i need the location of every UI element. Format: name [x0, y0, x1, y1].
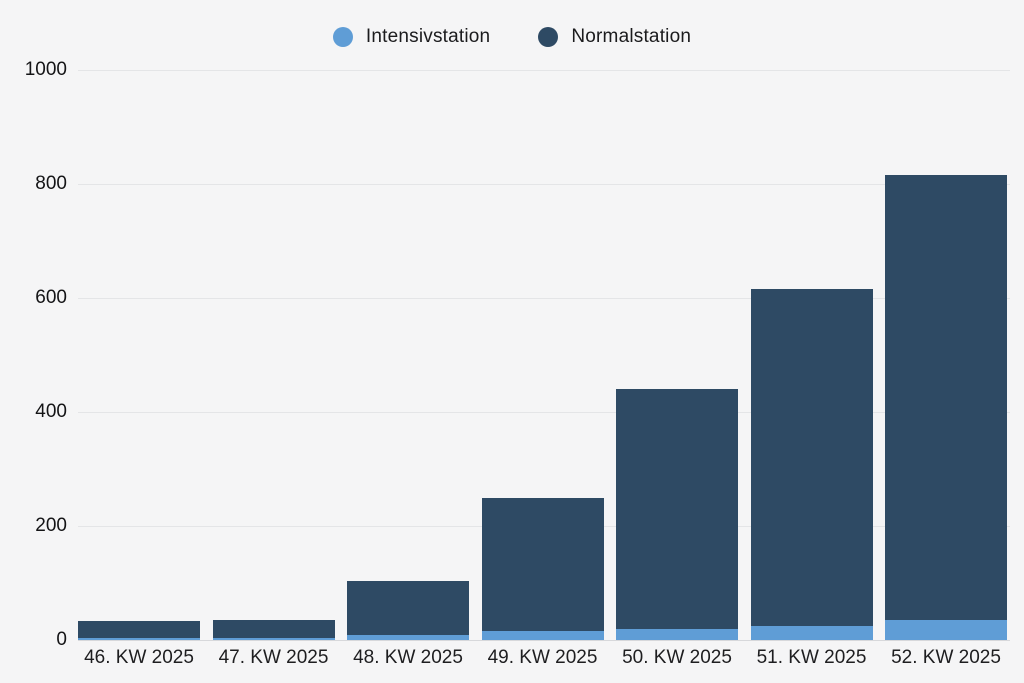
bar-segment-intensivstation-46-kw-2025[interactable] — [78, 638, 200, 640]
bar-segment-normalstation-51-kw-2025[interactable] — [750, 289, 873, 626]
bar-segment-normalstation-46-kw-2025[interactable] — [78, 621, 200, 639]
bar-49-kw-2025[interactable] — [481, 497, 604, 640]
legend-label-intensivstation: Intensivstation — [365, 26, 491, 47]
bar-segment-normalstation-49-kw-2025[interactable] — [481, 497, 604, 632]
legend-label-normalstation: Normalstation — [571, 26, 692, 47]
bar-segment-intensivstation-52-kw-2025[interactable] — [885, 620, 1007, 640]
x-tick-label-49-kw-2025: 49. KW 2025 — [487, 647, 598, 668]
x-tick-label-52-kw-2025: 52. KW 2025 — [891, 647, 1001, 668]
y-tick-label-0: 0 — [56, 629, 67, 650]
gridline-0 — [78, 639, 1010, 641]
y-tick-label-200: 200 — [35, 515, 67, 536]
bar-segment-normalstation-47-kw-2025[interactable] — [212, 619, 335, 638]
bar-segment-intensivstation-49-kw-2025[interactable] — [481, 631, 604, 640]
y-tick-label-1000: 1000 — [24, 59, 67, 80]
y-tick-label-400: 400 — [35, 401, 67, 422]
bar-47-kw-2025[interactable] — [212, 619, 335, 640]
bar-46-kw-2025[interactable] — [78, 621, 200, 640]
gridline-1000 — [78, 69, 1010, 71]
x-tick-label-46-kw-2025: 46. KW 2025 — [84, 647, 194, 668]
x-tick-label-48-kw-2025: 48. KW 2025 — [353, 647, 463, 668]
bar-48-kw-2025[interactable] — [347, 580, 469, 640]
legend-item-normalstation[interactable]: Normalstation — [538, 26, 691, 48]
bar-segment-normalstation-50-kw-2025[interactable] — [616, 389, 738, 629]
bar-segment-intensivstation-51-kw-2025[interactable] — [750, 625, 873, 640]
bar-segment-intensivstation-47-kw-2025[interactable] — [212, 637, 335, 640]
plot-area: 46. KW 2025 47. KW 2025 48. KW 2025 49. KW … — [25, 59, 1010, 668]
legend-item-intensivstation[interactable]: Intensivstation — [332, 26, 491, 48]
bar-52-kw-2025[interactable] — [885, 175, 1007, 640]
x-tick-label-51-kw-2025: 51. KW 2025 — [756, 647, 867, 668]
gridline-800 — [78, 183, 1010, 185]
bar-segment-normalstation-52-kw-2025[interactable] — [885, 175, 1007, 621]
legend-dot-normalstation-icon — [538, 27, 559, 47]
y-tick-label-800: 800 — [35, 173, 67, 194]
chart-legend: Intensivstation Normalstation — [0, 26, 1024, 48]
x-tick-label-50-kw-2025: 50. KW 2025 — [622, 647, 732, 668]
bar-segment-intensivstation-48-kw-2025[interactable] — [347, 635, 469, 640]
bar-segment-intensivstation-50-kw-2025[interactable] — [616, 628, 738, 640]
legend-dot-intensivstation-icon — [332, 27, 353, 47]
gridline-400 — [78, 411, 1010, 413]
bar-51-kw-2025[interactable] — [750, 289, 873, 640]
x-tick-label-47-kw-2025: 47. KW 2025 — [218, 647, 329, 668]
bar-50-kw-2025[interactable] — [616, 389, 738, 640]
y-tick-label-600: 600 — [35, 287, 67, 308]
x-axis-labels: 46. KW 2025 47. KW 2025 48. KW 2025 49. KW … — [78, 647, 1007, 669]
bar-segment-normalstation-48-kw-2025[interactable] — [347, 580, 469, 636]
gridline-600 — [78, 297, 1010, 299]
bars-container — [78, 70, 1007, 640]
